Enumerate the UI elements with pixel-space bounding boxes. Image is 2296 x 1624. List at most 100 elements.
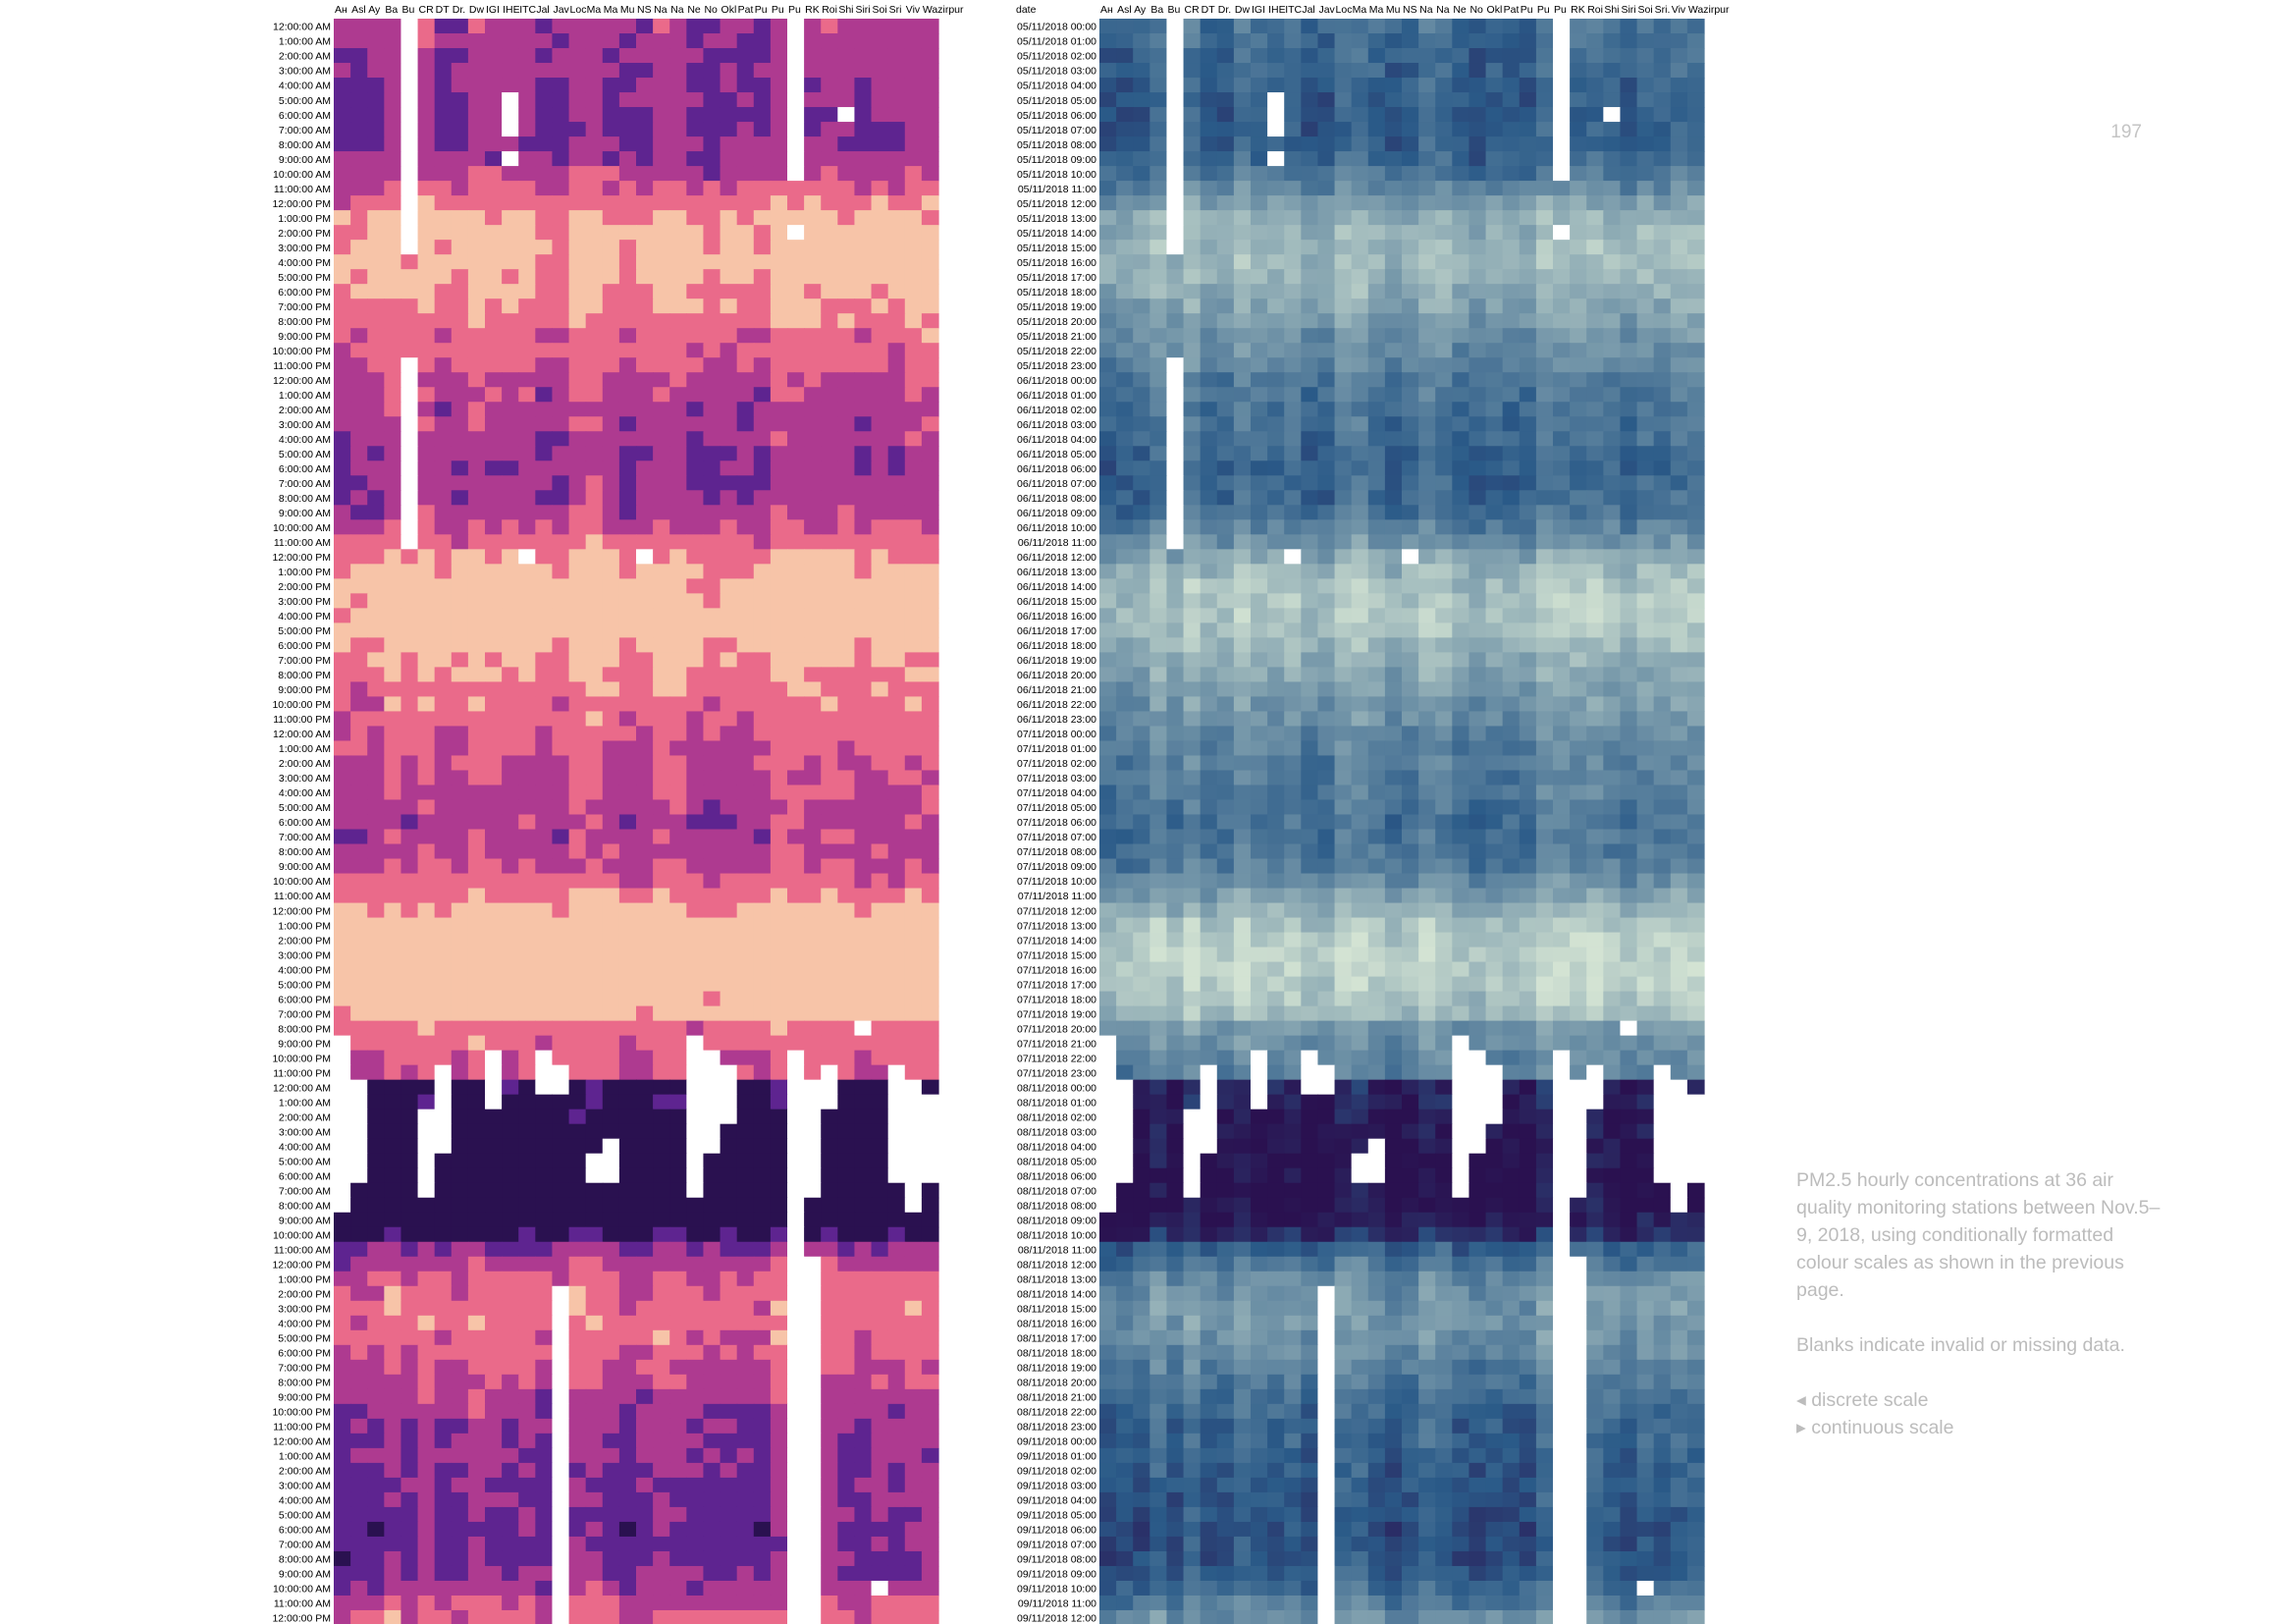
discrete-heatmap-cell bbox=[854, 313, 873, 329]
discrete-heatmap-cell bbox=[904, 1359, 923, 1376]
discrete-heatmap-cell bbox=[720, 1256, 738, 1272]
discrete-heatmap-cell bbox=[787, 1418, 805, 1435]
discrete-heatmap-cell bbox=[367, 1595, 385, 1611]
discrete-heatmap-cell bbox=[485, 298, 503, 314]
discrete-heatmap-cell bbox=[552, 1344, 570, 1361]
discrete-heatmap-cell bbox=[653, 1020, 670, 1037]
discrete-heatmap-cell bbox=[669, 961, 687, 978]
discrete-heatmap-cell bbox=[821, 1565, 838, 1582]
discrete-heatmap-cell bbox=[535, 1477, 554, 1493]
discrete-heatmap-cell bbox=[770, 1197, 788, 1214]
continuous-heatmap-cell bbox=[1485, 254, 1504, 270]
continuous-heatmap-cell bbox=[1418, 254, 1436, 270]
discrete-heatmap-cell bbox=[618, 667, 637, 683]
discrete-heatmap-cell bbox=[451, 652, 469, 668]
discrete-heatmap-cell bbox=[485, 1256, 503, 1272]
discrete-heatmap-cell bbox=[871, 1064, 889, 1081]
discrete-heatmap-cell bbox=[904, 1094, 923, 1110]
discrete-heatmap-cell bbox=[350, 1212, 368, 1228]
continuous-heatmap-cell bbox=[1402, 122, 1419, 137]
discrete-heatmap-cell bbox=[753, 902, 772, 919]
discrete-heatmap-cell bbox=[753, 1462, 772, 1479]
discrete-heatmap-cell bbox=[736, 210, 755, 226]
continuous-heatmap-cell bbox=[1418, 122, 1436, 137]
continuous-heatmap-cell bbox=[1603, 122, 1622, 137]
discrete-heatmap-cell bbox=[720, 1212, 738, 1228]
discrete-heatmap-cell bbox=[367, 1477, 385, 1493]
discrete-heatmap-cell bbox=[518, 1300, 536, 1317]
discrete-heatmap-cell bbox=[618, 1079, 637, 1096]
discrete-heatmap-cell bbox=[451, 78, 469, 93]
discrete-heatmap-cell bbox=[804, 696, 822, 713]
discrete-heatmap-cell bbox=[636, 1226, 654, 1243]
discrete-heatmap-cell bbox=[787, 1609, 805, 1624]
discrete-heatmap-cell bbox=[787, 1109, 805, 1125]
discrete-heatmap-cell bbox=[837, 652, 856, 668]
discrete-heatmap-cell bbox=[770, 608, 788, 623]
discrete-heatmap-cell bbox=[703, 475, 721, 491]
discrete-heatmap-cell bbox=[417, 254, 436, 270]
discrete-heatmap-cell bbox=[686, 681, 705, 698]
discrete-heatmap-cell bbox=[854, 519, 873, 535]
discrete-heatmap-cell bbox=[804, 78, 822, 93]
discrete-heatmap-cell bbox=[417, 1609, 436, 1624]
discrete-heatmap-cell bbox=[568, 1285, 587, 1302]
discrete-heatmap-cell bbox=[367, 19, 385, 34]
discrete-heatmap-cell bbox=[636, 593, 654, 609]
discrete-row-label: 4:00:00 PM bbox=[278, 964, 331, 976]
discrete-heatmap-cell bbox=[434, 357, 453, 373]
discrete-heatmap-cell bbox=[334, 637, 351, 653]
discrete-heatmap-cell bbox=[653, 1094, 670, 1110]
discrete-heatmap-cell bbox=[552, 770, 570, 786]
continuous-heatmap-cell bbox=[1485, 122, 1504, 137]
discrete-heatmap-cell bbox=[485, 755, 503, 772]
discrete-column-label: IGI bbox=[486, 4, 500, 16]
continuous-heatmap-cell bbox=[1317, 166, 1336, 182]
continuous-heatmap-cell bbox=[1553, 33, 1571, 49]
discrete-heatmap-cell bbox=[753, 1550, 772, 1567]
discrete-heatmap-cell bbox=[636, 976, 654, 993]
discrete-heatmap-cell bbox=[485, 416, 503, 432]
discrete-heatmap-cell bbox=[854, 1315, 873, 1331]
discrete-heatmap-cell bbox=[367, 991, 385, 1007]
discrete-heatmap-cell bbox=[653, 1315, 670, 1331]
discrete-heatmap-cell bbox=[552, 166, 570, 182]
discrete-heatmap-cell bbox=[451, 858, 469, 875]
continuous-heatmap-cell bbox=[1351, 48, 1369, 64]
discrete-heatmap-cell bbox=[904, 166, 923, 182]
discrete-heatmap-cell bbox=[720, 1403, 738, 1420]
discrete-heatmap-cell bbox=[518, 637, 536, 653]
continuous-heatmap-cell bbox=[1653, 181, 1672, 196]
discrete-heatmap-cell bbox=[568, 740, 587, 757]
continuous-heatmap-cell bbox=[1116, 92, 1134, 108]
discrete-heatmap-cell bbox=[871, 902, 889, 919]
discrete-heatmap-cell bbox=[921, 519, 939, 535]
discrete-heatmap-cell bbox=[669, 1388, 687, 1405]
discrete-heatmap-cell bbox=[602, 1388, 620, 1405]
continuous-heatmap-cell bbox=[1384, 78, 1403, 93]
continuous-row-label: 05/11/2018 12:00 bbox=[1017, 198, 1096, 210]
discrete-heatmap-cell bbox=[552, 1035, 570, 1052]
discrete-heatmap-cell bbox=[921, 902, 939, 919]
discrete-heatmap-cell bbox=[904, 1595, 923, 1611]
continuous-heatmap-cell bbox=[1519, 48, 1537, 64]
continuous-heatmap-cell bbox=[1586, 33, 1604, 49]
continuous-row-label: 07/11/2018 22:00 bbox=[1017, 1053, 1096, 1064]
continuous-heatmap-cell bbox=[1133, 195, 1150, 211]
discrete-heatmap-cell bbox=[703, 136, 721, 152]
discrete-heatmap-cell bbox=[367, 917, 385, 934]
discrete-heatmap-cell bbox=[618, 1256, 637, 1272]
continuous-heatmap-cell bbox=[1099, 240, 1117, 255]
discrete-heatmap-cell bbox=[753, 33, 772, 49]
discrete-heatmap-cell bbox=[467, 1020, 486, 1037]
discrete-heatmap-cell bbox=[467, 1256, 486, 1272]
discrete-heatmap-cell bbox=[821, 696, 838, 713]
discrete-heatmap-cell bbox=[753, 48, 772, 64]
continuous-heatmap-cell bbox=[1301, 151, 1319, 167]
continuous-heatmap-cell bbox=[1603, 240, 1622, 255]
continuous-heatmap-cell bbox=[1519, 298, 1537, 314]
continuous-row-label: 09/11/2018 00:00 bbox=[1017, 1436, 1096, 1448]
discrete-heatmap-cell bbox=[770, 1477, 788, 1493]
discrete-heatmap-cell bbox=[552, 1418, 570, 1435]
continuous-column-label: Viv bbox=[1672, 4, 1686, 16]
